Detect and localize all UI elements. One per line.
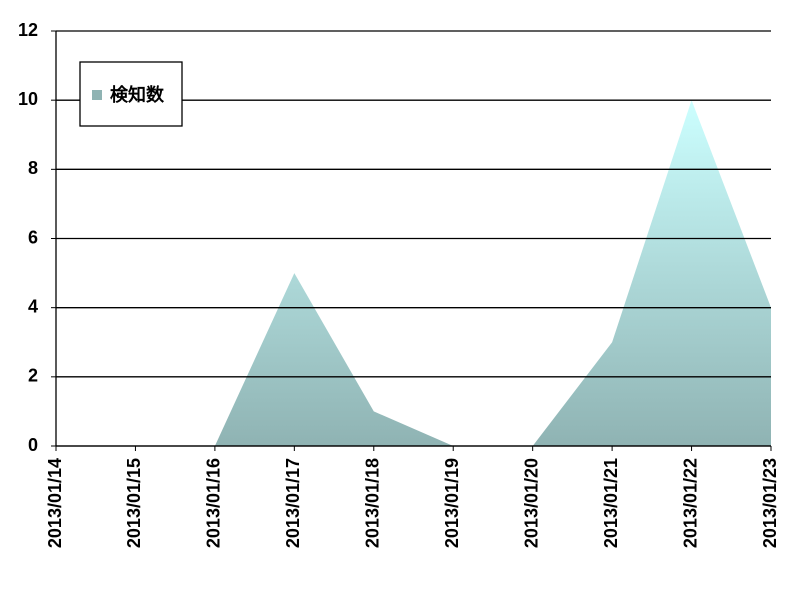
x-tick-label: 2013/01/17	[283, 458, 303, 548]
x-tick-label: 2013/01/19	[442, 458, 462, 548]
x-tick-label: 2013/01/16	[204, 458, 224, 548]
legend-label: 検知数	[110, 84, 165, 105]
y-tick-label: 12	[18, 20, 38, 40]
area-fill	[56, 100, 771, 447]
y-tick-label: 0	[28, 435, 38, 455]
x-tick-label: 2013/01/23	[760, 458, 780, 548]
y-tick-label: 6	[28, 227, 38, 247]
y-tick-label: 10	[18, 89, 38, 109]
x-tick-label: 2013/01/18	[363, 458, 383, 548]
legend-swatch	[92, 90, 102, 100]
y-tick-label: 8	[28, 158, 38, 178]
y-tick-label: 2	[28, 366, 38, 386]
y-tick-label: 4	[28, 296, 38, 316]
x-tick-label: 2013/01/15	[124, 458, 144, 548]
x-tick-label: 2013/01/14	[45, 458, 65, 548]
x-tick-label: 2013/01/21	[601, 458, 621, 548]
x-tick-label: 2013/01/22	[680, 458, 700, 548]
x-tick-label: 2013/01/20	[521, 458, 541, 548]
